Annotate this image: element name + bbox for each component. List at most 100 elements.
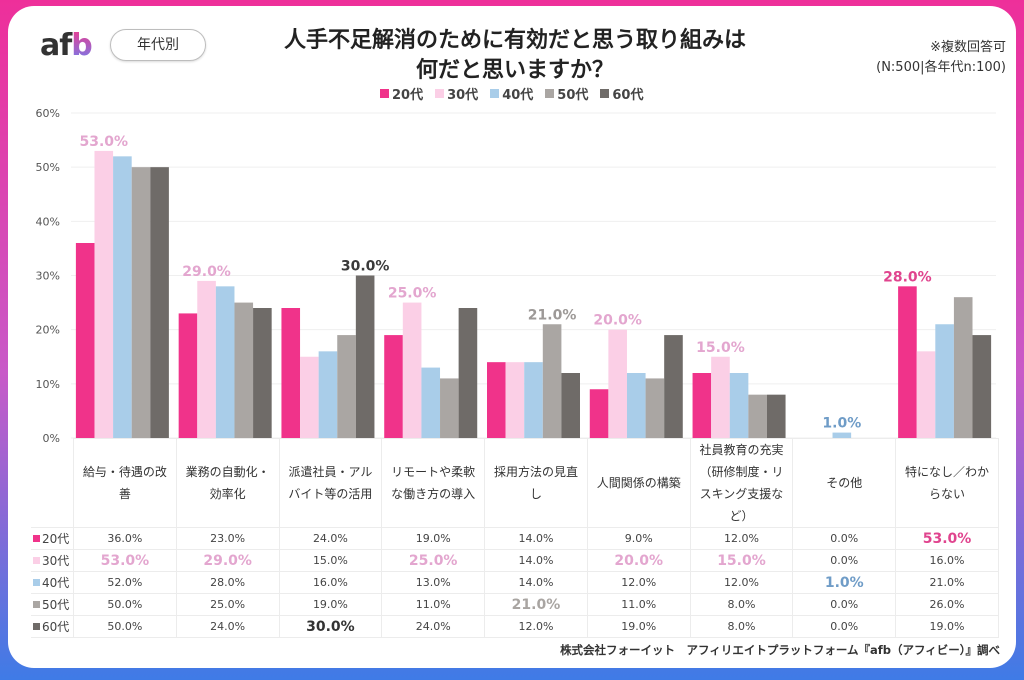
table-cell: 11.0% [381,593,486,616]
bar-60代-cat0 [150,167,169,438]
bar-20代-cat0 [75,243,95,438]
bar-50代-cat2 [337,335,356,438]
bar-30代-cat0 [94,150,114,438]
bar-50代-cat0 [131,167,151,438]
bar-60代-cat4 [561,373,580,438]
bar-20代-cat1 [178,313,198,438]
table-cell: 29.0% [175,549,280,572]
table-cell: 23.0% [175,527,280,550]
row-label: 30代 [31,549,74,572]
bar-40代-cat4 [524,362,543,438]
table-row: 40代 52.0% 28.0% 16.0% 13.0% 14.0% 12.0% 12.0% 1.… [31,571,999,594]
bar-20代-cat6 [692,373,712,438]
row-swatch [33,535,40,542]
table-cell: 14.0% [484,549,588,572]
bar-50代-cat3 [440,378,459,438]
legend-label: 40代 [502,88,534,103]
data-table: 給与・待遇の改善業務の自動化・ 効率化 派遣社員・アル バイト等の活用 リモートや柔軟な… [31,438,999,638]
table-column-header: 派遣社員・アル バイト等の活用 [278,438,383,528]
table-cell: 26.0% [895,593,999,616]
bar-30代-cat2 [300,356,319,438]
table-cell: 0.0% [792,593,897,616]
y-tick-label: 0% [43,432,60,445]
table-cell: 0.0% [792,549,897,572]
table-cell: 14.0% [484,527,588,550]
table-cell: 12.0% [586,571,691,594]
table-column-header: その他 [792,438,897,528]
table-cell: 19.0% [278,593,383,616]
table-cell: 1.0% [792,571,897,594]
table-cell: 15.0% [689,549,794,572]
data-label: 53.0% [79,134,128,150]
data-label: 21.0% [528,307,577,323]
table-cell: 19.0% [381,527,486,550]
legend-swatch [380,89,389,98]
table-cell: 28.0% [175,571,280,594]
y-tick-label: 60% [36,107,60,120]
bar-40代-cat6 [729,373,749,438]
table-cell: 20.0% [586,549,691,572]
logo-text: af [40,28,72,63]
bar-30代-cat3 [402,302,422,438]
bar-20代-cat8 [898,286,917,438]
bar-50代-cat8 [953,297,973,438]
table-cell: 19.0% [895,615,999,638]
table-row: 30代 53.0% 29.0% 15.0% 25.0% 14.0% 20.0% 15.0% 0.… [31,549,999,572]
table-cell: 0.0% [792,527,897,550]
row-swatch [33,579,40,586]
data-label: 29.0% [182,264,231,280]
bar-20代-cat3 [384,335,403,438]
bar-40代-cat2 [318,351,338,438]
table-cell: 25.0% [175,593,280,616]
table-column-header: 給与・待遇の改善 [73,438,177,528]
table-cell: 50.0% [73,593,177,616]
bar-40代-cat5 [626,373,646,438]
afb-logo: afb [40,28,93,63]
bar-60代-cat3 [458,308,478,438]
title-line-1: 人手不足解消のために有効だと思う取り組みは [283,28,746,53]
bar-30代-cat1 [197,280,216,438]
row-swatch [33,623,40,630]
legend-label: 20代 [392,88,424,103]
table-cell: 21.0% [484,593,588,616]
multiple-answers-note: ※複数回答可 [930,40,1006,55]
row-label: 60代 [31,615,74,638]
bar-40代-cat8 [935,324,954,438]
legend-item: 60代 [600,84,643,103]
table-cell: 9.0% [586,527,691,550]
legend-swatch [545,89,555,98]
row-label: 40代 [31,571,74,594]
bar-20代-cat5 [589,389,609,438]
table-cell: 24.0% [175,615,280,638]
bar-20代-cat4 [487,362,506,438]
bar-50代-cat1 [234,302,254,438]
y-tick-label: 40% [36,215,60,228]
table-column-header: 社員教育の充実 （研修制度・リ スキング支援な ど） [689,438,794,528]
table-cell: 30.0% [278,615,383,638]
table-cell: 8.0% [689,615,794,638]
table-column-header: 業務の自動化・ 効率化 [175,438,280,528]
legend-swatch [435,89,445,98]
sample-size-note: (N:500|各年代n:100) [876,60,1006,75]
data-label: 20.0% [593,313,642,329]
table-cell: 16.0% [278,571,383,594]
legend-item: 20代 [380,84,423,103]
bar-30代-cat8 [916,351,936,438]
table-cell: 24.0% [278,527,383,550]
table-cell: 8.0% [689,593,794,616]
bar-40代-cat3 [421,367,441,438]
legend-label: 60代 [612,88,644,103]
table-cell: 21.0% [895,571,999,594]
sample-note: ※複数回答可 (N:500|各年代n:100) [876,38,1006,78]
bar-40代-cat1 [215,286,235,438]
table-cell: 12.0% [484,615,588,638]
table-cell: 14.0% [484,571,588,594]
bar-50代-cat6 [748,394,767,438]
table-cell: 53.0% [895,527,999,550]
table-cell: 16.0% [895,549,999,572]
table-row: 50代 50.0% 25.0% 19.0% 11.0% 21.0% 11.0% 8.0% 0.0… [31,593,999,616]
legend-item: 40代 [490,84,533,103]
row-label: 20代 [31,527,74,550]
bar-60代-cat6 [766,394,786,438]
data-label: 28.0% [883,269,932,285]
